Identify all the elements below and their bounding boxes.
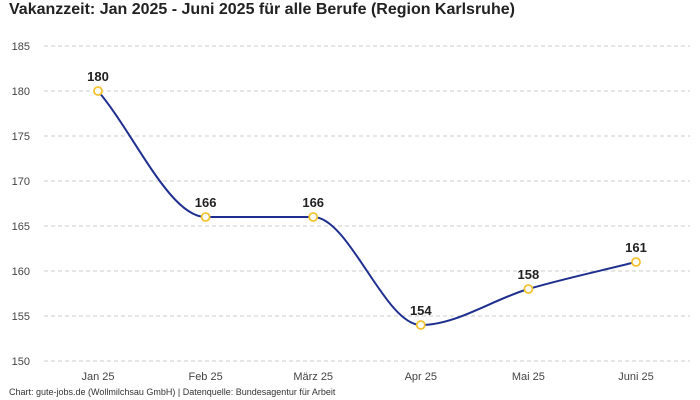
chart-source-footer: Chart: gute-jobs.de (Wollmilchsau GmbH) … bbox=[9, 387, 336, 397]
y-tick-label: 180 bbox=[12, 86, 30, 98]
data-point bbox=[308, 212, 319, 222]
y-tick-label: 175 bbox=[12, 131, 30, 143]
data-point bbox=[200, 212, 211, 222]
x-tick-label: Juni 25 bbox=[618, 371, 653, 383]
y-axis-tick-labels: 150 155 160 165 170 175 180 185 bbox=[12, 41, 30, 368]
x-tick-label: Mai 25 bbox=[512, 371, 545, 383]
data-markers bbox=[93, 86, 641, 330]
series-line bbox=[97, 90, 637, 327]
data-point bbox=[93, 86, 103, 96]
data-label: 161 bbox=[625, 240, 647, 255]
y-tick-label: 185 bbox=[12, 41, 30, 53]
x-tick-label: Feb 25 bbox=[188, 371, 222, 383]
data-point bbox=[631, 257, 641, 267]
y-tick-label: 170 bbox=[12, 176, 30, 188]
data-point bbox=[415, 320, 426, 330]
data-label: 166 bbox=[302, 195, 324, 210]
data-point bbox=[523, 284, 534, 294]
y-tick-label: 150 bbox=[12, 356, 30, 368]
y-tick-label: 165 bbox=[12, 221, 30, 233]
data-label: 154 bbox=[410, 303, 432, 318]
y-tick-label: 160 bbox=[12, 266, 30, 278]
data-label: 158 bbox=[518, 267, 540, 282]
x-tick-label: Apr 25 bbox=[405, 371, 437, 383]
gridlines bbox=[44, 45, 690, 362]
data-labels: 180 166 166 154 158 161 bbox=[87, 69, 647, 318]
y-tick-label: 155 bbox=[12, 311, 30, 323]
data-label: 180 bbox=[87, 69, 109, 84]
x-tick-label: Jan 25 bbox=[81, 371, 114, 383]
chart-title: Vakanzzeit: Jan 2025 - Juni 2025 für all… bbox=[9, 1, 515, 18]
data-label: 166 bbox=[195, 195, 217, 210]
x-axis-tick-labels: Jan 25 Feb 25 März 25 Apr 25 Mai 25 Juni 25 bbox=[81, 371, 653, 383]
x-tick-label: März 25 bbox=[293, 371, 333, 383]
